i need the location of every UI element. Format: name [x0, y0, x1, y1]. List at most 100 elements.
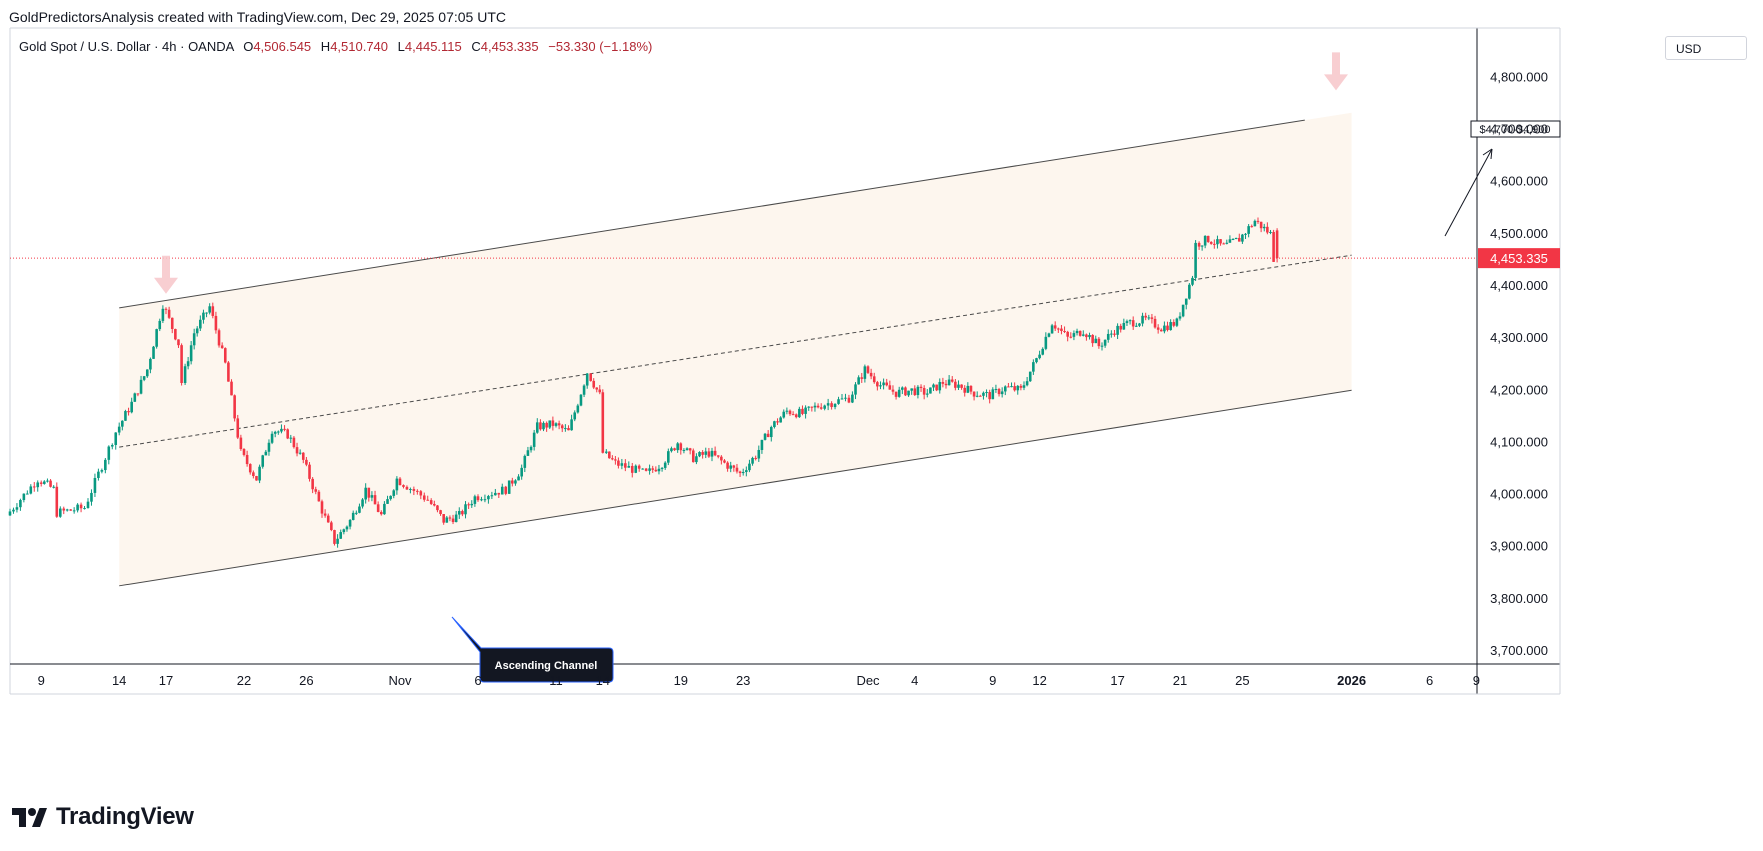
candle-body[interactable]	[19, 500, 22, 508]
candle-body[interactable]	[932, 384, 935, 388]
candle-body[interactable]	[22, 493, 26, 501]
candle-body[interactable]	[660, 467, 664, 469]
candle-body[interactable]	[907, 390, 910, 396]
candle-body[interactable]	[785, 410, 789, 412]
candle-body[interactable]	[373, 495, 377, 505]
currency-selector[interactable]: USD	[1665, 36, 1747, 60]
candle-body[interactable]	[330, 522, 333, 531]
candle-body[interactable]	[326, 515, 330, 523]
candle-body[interactable]	[1016, 385, 1020, 391]
candle-body[interactable]	[773, 421, 776, 428]
candle-body[interactable]	[1262, 226, 1266, 229]
candle-body[interactable]	[1153, 318, 1157, 328]
candle-body[interactable]	[663, 462, 667, 468]
candle-body[interactable]	[1041, 348, 1045, 355]
candle-body[interactable]	[1181, 304, 1185, 317]
candle-body[interactable]	[405, 486, 409, 490]
candle-body[interactable]	[1269, 231, 1272, 233]
candle-body[interactable]	[816, 405, 820, 408]
candle-body[interactable]	[1206, 235, 1210, 242]
candle-body[interactable]	[1175, 318, 1179, 326]
candle-body[interactable]	[1050, 325, 1054, 334]
candle-body[interactable]	[1097, 338, 1101, 347]
candle-body[interactable]	[857, 377, 860, 385]
candle-body[interactable]	[1078, 330, 1082, 336]
candle-body[interactable]	[1135, 325, 1138, 327]
candle-body[interactable]	[1144, 315, 1147, 318]
candle-body[interactable]	[273, 431, 277, 434]
candle-body[interactable]	[445, 517, 449, 523]
candle-body[interactable]	[617, 460, 620, 466]
candle-body[interactable]	[557, 423, 561, 426]
candle-body[interactable]	[794, 414, 798, 418]
candle-body[interactable]	[1110, 333, 1113, 335]
candle-body[interactable]	[142, 376, 146, 380]
candle-body[interactable]	[560, 425, 564, 429]
candle-body[interactable]	[1191, 277, 1194, 285]
candle-body[interactable]	[416, 490, 419, 492]
candle-body[interactable]	[211, 306, 215, 316]
candle-body[interactable]	[922, 387, 926, 395]
candle-body[interactable]	[1069, 336, 1073, 338]
candle-body[interactable]	[361, 499, 364, 507]
candle-body[interactable]	[776, 421, 779, 423]
candle-body[interactable]	[364, 487, 367, 500]
candle-body[interactable]	[467, 504, 470, 506]
candle-body[interactable]	[1259, 221, 1263, 229]
candle-body[interactable]	[582, 385, 586, 395]
candle-body[interactable]	[763, 433, 767, 440]
candle-body[interactable]	[161, 308, 165, 321]
candle-body[interactable]	[1156, 327, 1160, 330]
candle-body[interactable]	[202, 312, 205, 320]
candle-body[interactable]	[248, 464, 252, 473]
candle-body[interactable]	[1100, 345, 1104, 347]
candle-body[interactable]	[866, 366, 870, 373]
candle-body[interactable]	[941, 381, 945, 384]
candle-body[interactable]	[585, 373, 589, 386]
candle-body[interactable]	[667, 451, 670, 463]
channel-lower-line[interactable]	[119, 389, 1352, 587]
candle-body[interactable]	[1163, 325, 1166, 332]
candle-body[interactable]	[598, 389, 602, 393]
candle-body[interactable]	[1085, 334, 1088, 338]
candle-body[interactable]	[345, 526, 349, 530]
candle-body[interactable]	[798, 408, 801, 418]
candle-body[interactable]	[436, 505, 439, 511]
candle-body[interactable]	[1028, 371, 1032, 382]
candle-body[interactable]	[277, 431, 280, 433]
candle-body[interactable]	[788, 410, 792, 415]
candle-body[interactable]	[267, 442, 271, 452]
candle-body[interactable]	[954, 381, 957, 388]
candle-body[interactable]	[170, 317, 174, 329]
candle-body[interactable]	[514, 480, 517, 484]
candle-body[interactable]	[97, 471, 100, 478]
candle-body[interactable]	[136, 393, 140, 395]
candle-body[interactable]	[110, 444, 114, 447]
candle-body[interactable]	[994, 389, 998, 391]
candle-body[interactable]	[627, 465, 631, 468]
candle-body[interactable]	[605, 451, 608, 453]
candle-body[interactable]	[741, 471, 745, 474]
candle-body[interactable]	[1091, 335, 1094, 344]
candle-body[interactable]	[419, 491, 423, 496]
candle-body[interactable]	[26, 493, 29, 495]
candle-body[interactable]	[55, 486, 59, 517]
candle-body[interactable]	[1244, 233, 1247, 235]
candle-body[interactable]	[1203, 235, 1207, 246]
candle-body[interactable]	[507, 480, 511, 494]
candle-body[interactable]	[1194, 242, 1197, 278]
candle-body[interactable]	[876, 382, 879, 387]
candle-body[interactable]	[149, 358, 152, 370]
candle-body[interactable]	[1019, 385, 1023, 388]
candle-body[interactable]	[551, 420, 555, 426]
candle-body[interactable]	[913, 388, 917, 396]
candle-body[interactable]	[402, 485, 405, 487]
candle-body[interactable]	[480, 499, 483, 501]
candle-body[interactable]	[1003, 386, 1007, 392]
candle-body[interactable]	[726, 462, 729, 469]
candle-body[interactable]	[1125, 321, 1129, 323]
candle-body[interactable]	[180, 345, 183, 383]
candle-body[interactable]	[386, 499, 389, 504]
candle-body[interactable]	[579, 394, 583, 406]
candle-body[interactable]	[710, 450, 714, 457]
